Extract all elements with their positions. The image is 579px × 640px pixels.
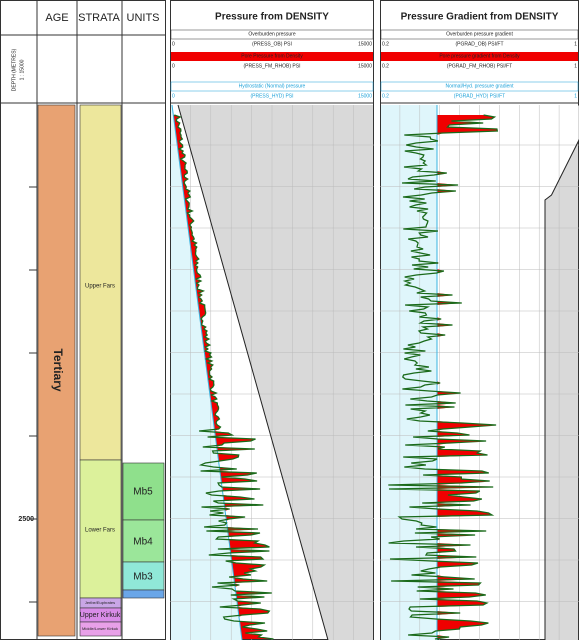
curve-max: 1 [574,63,577,69]
col-title: UNITS [127,12,160,24]
curve-label: Overburden pressure gradient [446,31,513,37]
unit-block [122,589,165,599]
strata-block [79,104,122,461]
curve-max: 15000 [358,93,372,99]
unit-label: Mb4 [133,537,153,548]
curve-mnemonic: (PRESS_FM_RHOB) PSI [244,63,301,69]
unit-label: Mb3 [133,572,153,583]
curve-box [380,29,579,40]
hydro-line [171,104,243,640]
curve-min: 0 [172,93,175,99]
strata-block [79,621,122,637]
curve-mnemonic: (PGRAD_HYD) PSI/FT [454,93,505,99]
curve-max: 1 [574,93,577,99]
unit-block [122,462,165,521]
curve-min: 0 [172,41,175,47]
pore-curve [388,114,499,640]
overburden-line [544,104,579,640]
curve-label: Hydrostatic (Normal) pressure [239,83,306,89]
curve-label: Overburden pressure [248,31,295,37]
curve-min: 0 [172,63,175,69]
curve-mnemonic: (PGRAD_OB) PSI/FT [455,41,503,47]
curve-box [170,29,374,40]
pore-curve [174,114,274,640]
strata-label: Upper Kirkuk [80,612,121,619]
strata-label: Lower Fars [85,528,115,534]
curve-max: 15000 [358,63,372,69]
overburden-fill [545,105,579,640]
unit-block [122,561,165,591]
curve-mnemonic: (PRESS_OB) PSI [252,41,292,47]
curve-mnemonic: (PRESS_HYD) PSI [250,93,293,99]
strata-label: Upper Fars [85,284,115,290]
depth-scale: 1 : 15000 [19,59,25,80]
pore-fill [173,115,274,639]
unit-label: Mb5 [133,487,153,498]
strata-label: Middle/Lower Kirkuk [82,626,118,631]
age-block [37,104,76,637]
depth-title: DEPTH (METRES) [11,48,17,91]
track-title: Pressure from DENSITY [215,12,329,23]
curve-min: 0.2 [382,93,389,99]
strata-block [79,459,122,599]
curve-label: Normal/Hyd. pressure gradient [445,83,514,89]
unit-block [122,519,165,563]
overburden-fill [178,105,373,640]
curve-label: Pore pressure gradient from Density [439,53,520,59]
layout [0,0,166,640]
curve-box [170,81,374,92]
curve-label: Pore Pressure from Density [241,53,303,59]
strata-label: Jeribe/Euphrates [85,600,115,605]
curve-min: 0.2 [382,41,389,47]
curve-max: 1 [574,41,577,47]
curve-bar [381,52,578,61]
curve-max: 15000 [358,41,372,47]
col-title: STRATA [78,12,120,24]
curve-box [380,81,579,92]
curve-mnemonic: (PGRAD_FM_RHOB) PSI/FT [447,63,512,69]
depth-label: 2500 [18,516,34,523]
age-label: Tertiary [51,348,65,391]
col-title: AGE [45,12,68,24]
curve-bar [171,52,373,61]
overburden-line [177,104,329,640]
curve-min: 0.2 [382,63,389,69]
track-title: Pressure Gradient from DENSITY [401,12,559,23]
